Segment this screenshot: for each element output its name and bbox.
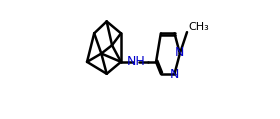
Text: N: N (170, 68, 179, 81)
Text: NH: NH (127, 55, 146, 68)
Text: N: N (175, 46, 185, 59)
Text: CH₃: CH₃ (189, 22, 209, 32)
